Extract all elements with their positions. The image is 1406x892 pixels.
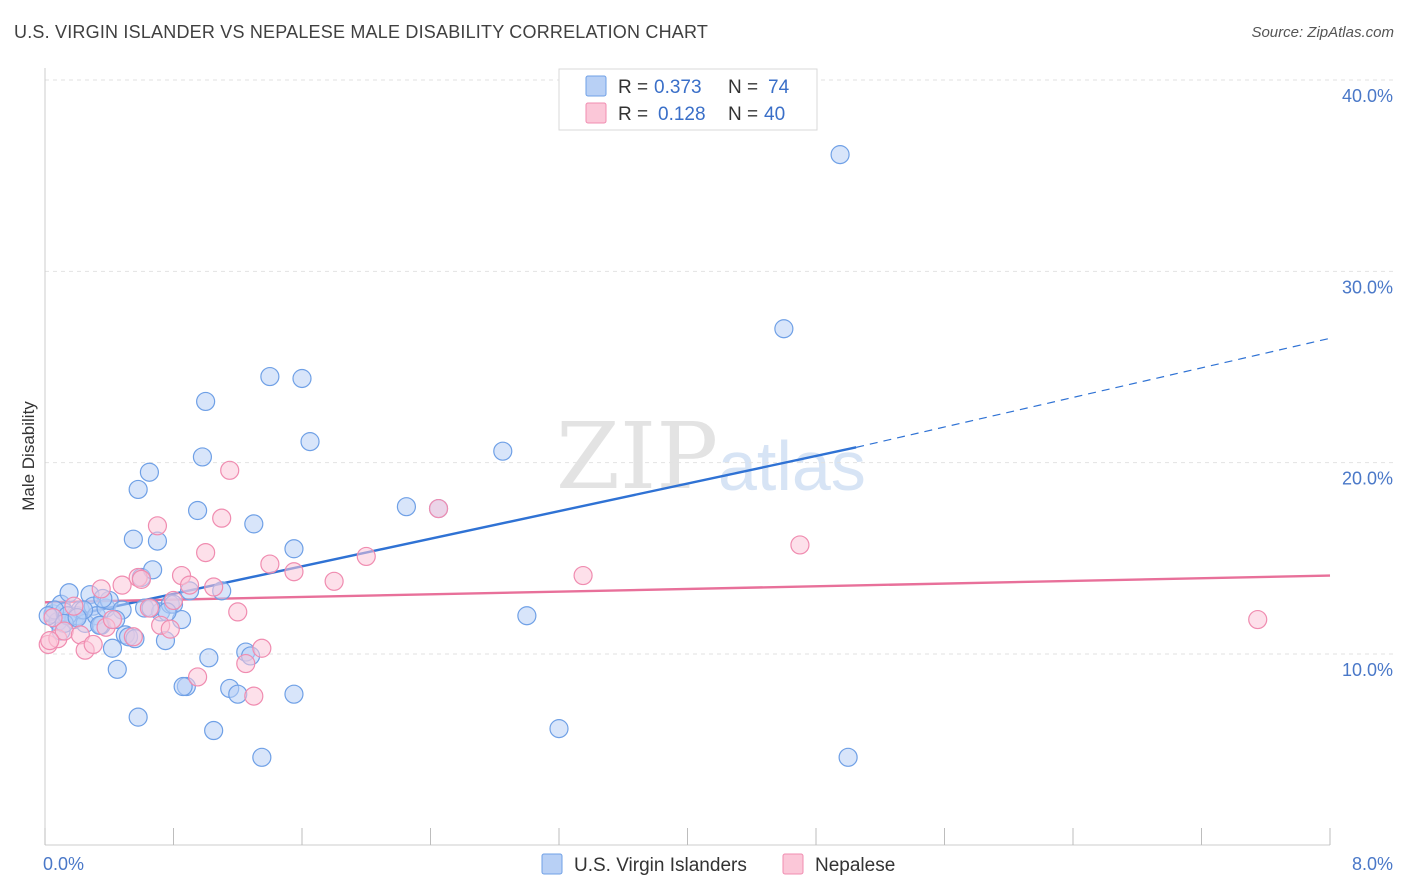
point-nepalese (228, 602, 248, 622)
legend-r-label-1: R = (618, 77, 648, 98)
point-virgin-islanders (187, 500, 208, 521)
data-points (38, 145, 1268, 767)
point-nepalese (212, 508, 232, 528)
source-label: Source: ZipAtlas.com (1251, 24, 1394, 41)
bottom-legend-label-nepalese: Nepalese (815, 855, 895, 876)
bottom-legend: U.S. Virgin Islanders Nepalese (541, 853, 895, 876)
y-tick-label: 20.0% (1342, 469, 1393, 489)
point-virgin-islanders (128, 479, 148, 500)
point-nepalese (123, 627, 143, 647)
y-tick-label: 10.0% (1342, 660, 1393, 680)
point-virgin-islanders (284, 539, 304, 559)
point-virgin-islanders (838, 747, 858, 767)
point-nepalese (252, 638, 272, 658)
point-virgin-islanders (228, 684, 248, 704)
point-virgin-islanders (199, 648, 219, 668)
trend-line-virgin-islanders-extension (856, 337, 1331, 448)
point-nepalese (220, 460, 240, 480)
y-tick-labels: 10.0% 20.0% 30.0% 40.0% (1342, 86, 1393, 680)
point-nepalese (244, 686, 264, 706)
top-legend: R = 0.373 N = 74 R = 0.128 N = 40 (558, 68, 818, 131)
axes (44, 68, 1331, 846)
chart-title: U.S. VIRGIN ISLANDER VS NEPALESE MALE DI… (14, 22, 709, 42)
point-virgin-islanders (204, 720, 224, 741)
point-virgin-islanders (292, 368, 312, 389)
point-nepalese (196, 542, 216, 563)
point-nepalese (356, 546, 376, 567)
y-tick-label: 40.0% (1342, 86, 1393, 106)
legend-n-value-1: 74 (768, 77, 790, 98)
x-tick-labels: 0.0% 8.0% (43, 854, 1393, 874)
y-tick-label: 30.0% (1342, 277, 1393, 297)
point-virgin-islanders (774, 319, 794, 339)
legend-n-label-2: N = (728, 104, 758, 125)
bottom-legend-label-virgin-islanders: U.S. Virgin Islanders (574, 855, 747, 876)
point-virgin-islanders (252, 747, 272, 767)
point-virgin-islanders (517, 606, 537, 626)
point-virgin-islanders (102, 638, 123, 658)
point-nepalese (163, 590, 184, 611)
point-virgin-islanders (128, 707, 148, 727)
point-virgin-islanders (260, 366, 280, 387)
gridlines (45, 79, 1395, 655)
point-virgin-islanders (830, 145, 850, 165)
point-virgin-islanders (192, 447, 213, 467)
point-nepalese (573, 565, 593, 586)
bottom-legend-swatch-virgin-islanders (541, 853, 563, 875)
legend-r-value-2: 0.128 (658, 104, 706, 125)
point-virgin-islanders (173, 676, 193, 697)
point-nepalese (147, 516, 168, 536)
point-virgin-islanders (300, 432, 320, 452)
y-axis-label: Male Disability (19, 401, 38, 511)
point-virgin-islanders (196, 391, 216, 412)
legend-n-label-1: N = (728, 77, 758, 98)
point-nepalese (160, 619, 180, 639)
point-nepalese (43, 608, 63, 628)
point-nepalese (64, 596, 84, 616)
point-nepalese (102, 609, 123, 630)
point-virgin-islanders (139, 462, 160, 482)
watermark-zip: ZIP (556, 403, 718, 510)
legend-n-value-2: 40 (764, 104, 785, 125)
legend-swatch-nepalese (585, 102, 607, 124)
point-virgin-islanders (107, 659, 127, 679)
point-nepalese (131, 569, 151, 589)
point-nepalese (187, 667, 208, 687)
legend-swatch-virgin-islanders (585, 75, 607, 97)
point-nepalese (284, 562, 304, 582)
legend-r-label-2: R = (618, 104, 648, 125)
bottom-legend-swatch-nepalese (782, 853, 804, 875)
point-virgin-islanders (549, 719, 569, 739)
point-nepalese (790, 535, 810, 555)
point-nepalese (324, 571, 344, 591)
point-nepalese (1248, 609, 1268, 630)
point-virgin-islanders (284, 684, 304, 704)
legend-r-value-1: 0.373 (654, 77, 702, 98)
x-tick-label: 0.0% (43, 854, 84, 874)
point-nepalese (236, 653, 256, 674)
point-virgin-islanders (244, 514, 264, 534)
point-nepalese (260, 554, 280, 574)
point-nepalese (204, 577, 224, 597)
point-nepalese (112, 575, 132, 595)
point-nepalese (83, 634, 103, 655)
point-virgin-islanders (123, 529, 143, 549)
point-nepalese (139, 598, 160, 618)
point-nepalese (179, 575, 200, 595)
point-nepalese (40, 631, 60, 651)
x-tick-label: 8.0% (1352, 854, 1393, 874)
point-virgin-islanders (493, 441, 513, 461)
point-nepalese (428, 498, 449, 519)
point-nepalese (91, 579, 111, 599)
watermark-atlas: atlas (718, 427, 866, 505)
trend-line-nepalese (44, 574, 1331, 604)
point-virgin-islanders (396, 497, 417, 517)
